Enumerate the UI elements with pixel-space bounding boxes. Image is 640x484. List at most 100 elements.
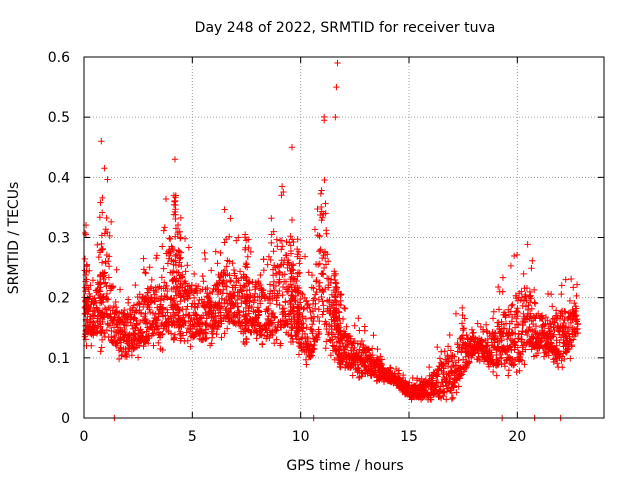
data-point [105,263,113,270]
data-point [152,288,160,296]
data-point [100,275,107,283]
data-point [164,309,171,316]
data-point [164,287,171,295]
data-point [116,324,124,332]
x-tick-label: 5 [188,429,197,445]
data-point [144,340,152,347]
data-point [128,322,136,329]
data-point [187,325,194,332]
data-point [131,315,139,322]
x-tick-label: 0 [80,429,89,445]
data-point [127,319,134,326]
data-point [121,334,128,341]
x-tick-label: 20 [508,429,526,445]
data-point [185,290,192,297]
data-point [107,218,115,226]
data-point [109,282,117,290]
data-point [153,252,161,259]
data-point [148,294,155,301]
data-point [112,304,120,311]
data-point [136,301,143,308]
data-point [133,307,140,315]
x-tick-label: 15 [400,429,418,445]
data-point [169,269,176,276]
data-point [166,235,173,242]
data-point [188,281,196,289]
x-tick-label: 10 [292,429,310,445]
data-point [104,258,112,265]
data-point [135,299,142,307]
data-point [192,311,199,318]
data-point [182,319,189,327]
y-tick-label: 0.4 [48,170,70,186]
data-point [154,316,162,324]
data-point [159,331,166,338]
data-point [173,251,180,258]
data-point [132,281,139,289]
data-point [89,277,97,284]
data-point [142,310,149,317]
data-point [170,316,177,324]
data-point [128,352,136,359]
data-point [108,327,115,335]
data-point [185,282,193,289]
data-points [81,59,581,422]
data-point [159,243,166,250]
data-point [124,299,132,307]
data-point [103,214,110,222]
data-point [103,326,111,334]
data-point [117,344,124,351]
data-point [96,214,104,221]
data-point [113,266,120,273]
data-point [104,296,112,303]
data-point [181,296,188,304]
data-point [98,344,105,351]
data-point [160,265,167,272]
data-point [124,348,132,355]
data-point [89,308,97,315]
y-tick-label: 0.1 [48,351,70,367]
data-point [142,320,150,328]
data-point [163,293,170,301]
data-point [166,249,174,257]
data-point [170,268,177,275]
y-tick-label: 0.6 [48,50,70,66]
data-point [106,232,113,240]
data-point [138,337,145,345]
data-point [190,294,198,302]
data-point [105,274,113,281]
data-point [141,269,149,276]
data-point [134,354,142,361]
data-point [93,304,100,311]
data-point [127,316,134,323]
data-point [148,276,155,284]
data-point [87,282,94,289]
data-point [133,320,141,327]
data-point [101,164,108,172]
data-point [147,283,155,291]
data-point [102,226,110,233]
data-point [121,306,128,314]
data-point [157,297,165,304]
data-point [176,285,183,293]
data-point [167,313,174,320]
data-point [132,307,140,314]
data-point [95,253,103,261]
data-point [184,262,191,269]
data-point [150,330,157,337]
y-axis-label: SRMTID / TECUs [6,182,22,295]
data-point [187,343,194,350]
data-point [103,290,111,298]
data-point [149,309,157,317]
y-tick-label: 0 [61,411,70,427]
data-point [185,244,193,251]
data-point [146,304,153,311]
data-point [190,270,198,278]
data-point [167,330,175,337]
data-point [146,308,154,316]
data-point [187,285,195,293]
data-point [162,195,170,203]
data-point [150,342,157,349]
